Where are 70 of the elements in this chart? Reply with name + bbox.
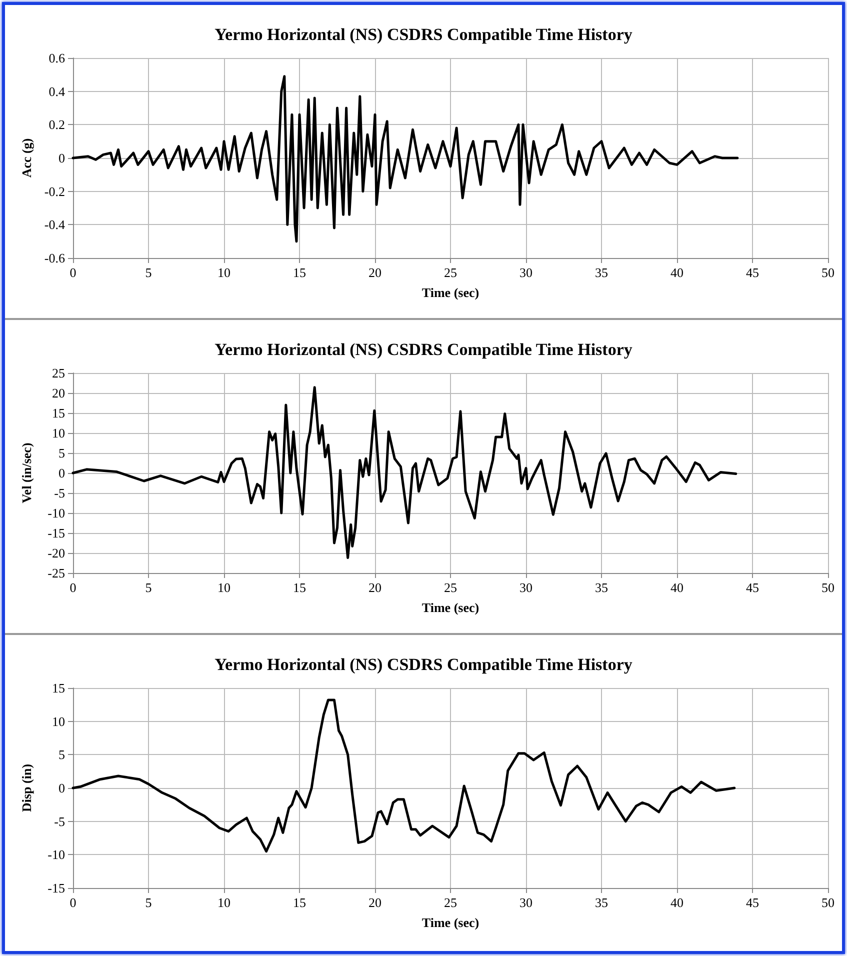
y-tick-label: 0.4 bbox=[48, 84, 66, 99]
y-tick-label: 0.6 bbox=[48, 50, 66, 66]
y-axis-title: Vel (in/sec) bbox=[19, 442, 34, 504]
x-tick-label: 50 bbox=[822, 895, 834, 910]
chart-title: Yermo Horizontal (NS) CSDRS Compatible Time History bbox=[214, 340, 633, 359]
x-tick-label: 40 bbox=[670, 265, 684, 280]
x-tick-label: 35 bbox=[595, 265, 608, 280]
chart-title: Yermo Horizontal (NS) CSDRS Compatible Time History bbox=[214, 25, 633, 44]
y-tick-label: -15 bbox=[48, 526, 65, 540]
y-tick-label: -20 bbox=[48, 546, 65, 560]
x-tick-label: 5 bbox=[145, 895, 152, 910]
x-tick-label: 40 bbox=[670, 895, 684, 910]
y-tick-label: -0.4 bbox=[44, 217, 66, 232]
x-tick-label: 20 bbox=[368, 895, 382, 910]
x-tick-label: 30 bbox=[520, 265, 532, 280]
y-tick-label: 0 bbox=[58, 780, 65, 796]
y-tick-label: 20 bbox=[52, 386, 65, 400]
x-tick-label: 20 bbox=[368, 580, 382, 595]
line-series bbox=[72, 698, 736, 853]
y-tick-label: 15 bbox=[52, 406, 65, 420]
chart-title: Yermo Horizontal (NS) CSDRS Compatible Time History bbox=[214, 655, 633, 674]
y-tick-label: 5 bbox=[58, 747, 65, 762]
x-tick-label: 5 bbox=[145, 265, 152, 280]
y-tick-label: -10 bbox=[48, 847, 65, 862]
x-tick-label: 10 bbox=[218, 265, 230, 280]
x-tick-label: 15 bbox=[293, 580, 306, 595]
x-tick-label: 0 bbox=[70, 580, 76, 595]
x-tick-label: 45 bbox=[746, 895, 759, 910]
x-tick-label: 45 bbox=[746, 580, 759, 595]
x-tick-label: 50 bbox=[822, 580, 834, 595]
x-tick-label: 50 bbox=[822, 265, 834, 280]
x-tick-label: 30 bbox=[520, 895, 532, 910]
y-tick-label: 10 bbox=[52, 426, 65, 440]
y-tick-label: -0.2 bbox=[44, 184, 65, 199]
line-series bbox=[72, 386, 738, 560]
y-tick-label: -10 bbox=[48, 506, 65, 520]
x-axis-title: Time (sec) bbox=[422, 915, 480, 930]
x-tick-label: 40 bbox=[670, 580, 684, 595]
y-tick-label: 0 bbox=[58, 150, 65, 166]
x-tick-label: 0 bbox=[70, 895, 76, 910]
x-tick-label: 45 bbox=[746, 265, 759, 280]
y-tick-label: -25 bbox=[48, 566, 65, 580]
x-tick-label: 25 bbox=[444, 580, 457, 595]
x-tick-label: 35 bbox=[595, 895, 608, 910]
y-tick-label: 0 bbox=[58, 466, 65, 480]
line-series bbox=[72, 75, 739, 243]
y-tick-label: 10 bbox=[52, 714, 65, 729]
x-axis-title: Time (sec) bbox=[422, 285, 480, 300]
x-tick-label: 0 bbox=[70, 265, 76, 280]
y-tick-label: -15 bbox=[48, 880, 65, 896]
x-tick-label: 5 bbox=[145, 580, 152, 595]
y-axis-title: Acc (g) bbox=[19, 138, 34, 178]
y-tick-label: 15 bbox=[52, 680, 65, 696]
x-tick-label: 25 bbox=[444, 895, 457, 910]
y-tick-label: -5 bbox=[54, 486, 65, 500]
y-tick-label: 5 bbox=[58, 446, 65, 460]
y-tick-label: -0.6 bbox=[44, 250, 66, 266]
x-tick-label: 15 bbox=[293, 895, 306, 910]
x-tick-label: 30 bbox=[520, 580, 532, 595]
x-tick-label: 15 bbox=[293, 265, 306, 280]
x-axis-title: Time (sec) bbox=[422, 600, 480, 615]
y-tick-label: -5 bbox=[54, 814, 65, 829]
x-tick-label: 10 bbox=[218, 580, 230, 595]
x-tick-label: 35 bbox=[595, 580, 608, 595]
x-tick-label: 10 bbox=[218, 895, 230, 910]
y-tick-label: 25 bbox=[52, 366, 65, 380]
y-axis-title: Disp (in) bbox=[19, 764, 34, 812]
x-tick-label: 25 bbox=[444, 265, 457, 280]
y-tick-label: 0.2 bbox=[48, 117, 65, 132]
x-tick-label: 20 bbox=[368, 265, 382, 280]
